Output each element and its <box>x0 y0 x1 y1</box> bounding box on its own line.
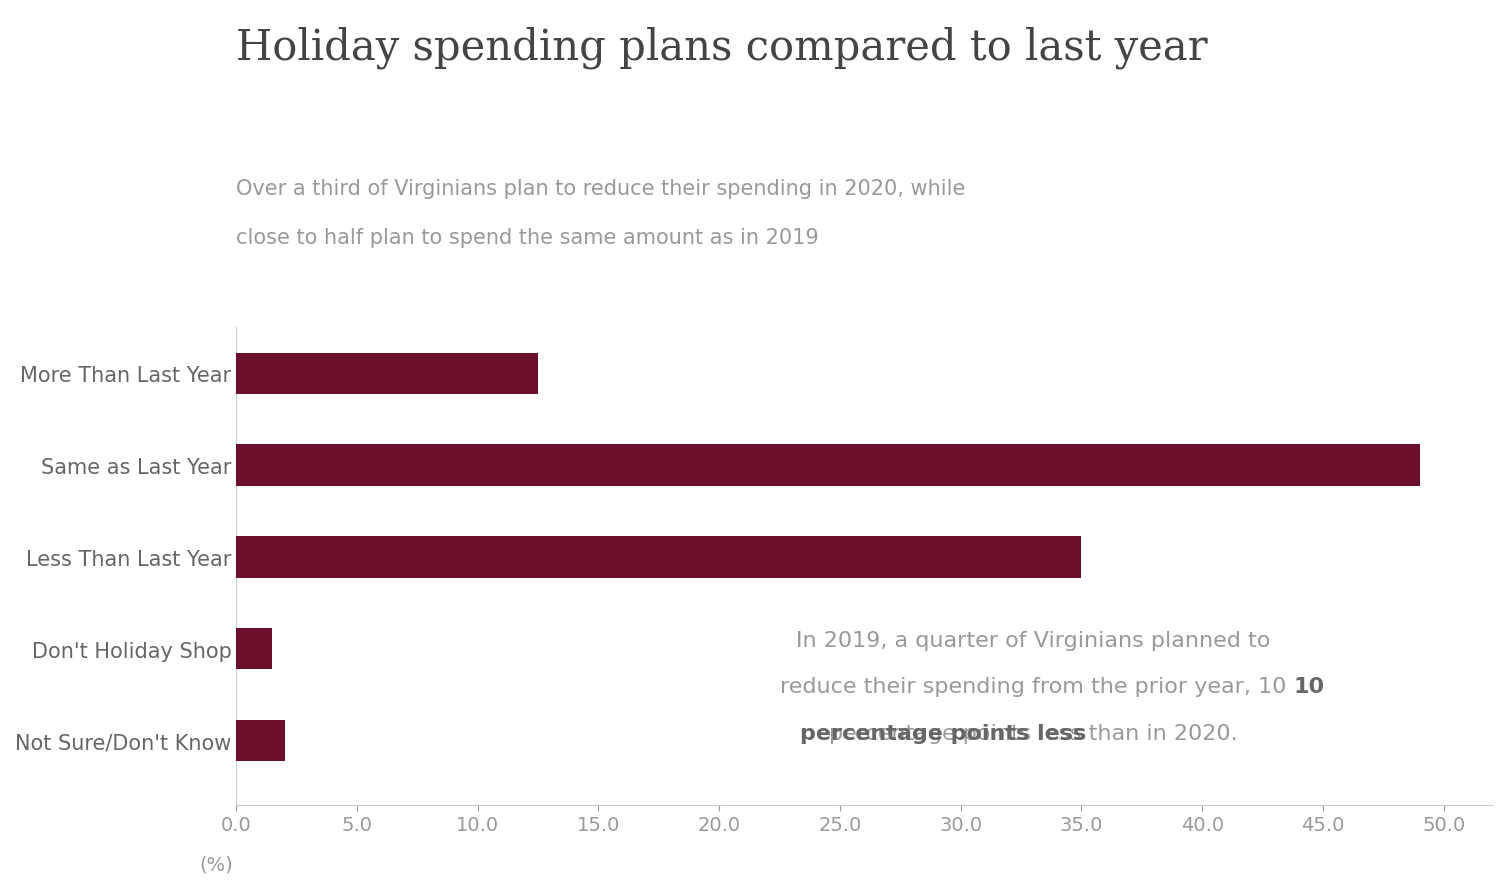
Bar <box>237 628 273 670</box>
Text: (%): (%) <box>199 854 234 873</box>
Text: close to half plan to spend the same amount as in 2019: close to half plan to spend the same amo… <box>237 228 818 248</box>
Text: 10: 10 <box>1293 676 1325 696</box>
Text: reduce their spending from the prior year, 10: reduce their spending from the prior yea… <box>781 676 1287 696</box>
Bar <box>237 720 285 762</box>
Text: percentage points less: percentage points less <box>800 722 1087 743</box>
Text: percentage points less than in 2020.: percentage points less than in 2020. <box>829 722 1237 743</box>
Text: In 2019, a quarter of Virginians planned to: In 2019, a quarter of Virginians planned… <box>796 629 1270 650</box>
Text: Over a third of Virginians plan to reduce their spending in 2020, while: Over a third of Virginians plan to reduc… <box>237 179 966 198</box>
Bar <box>237 536 1082 578</box>
Text: Holiday spending plans compared to last year: Holiday spending plans compared to last … <box>237 27 1209 69</box>
Bar <box>237 445 1420 486</box>
Bar <box>237 353 538 394</box>
